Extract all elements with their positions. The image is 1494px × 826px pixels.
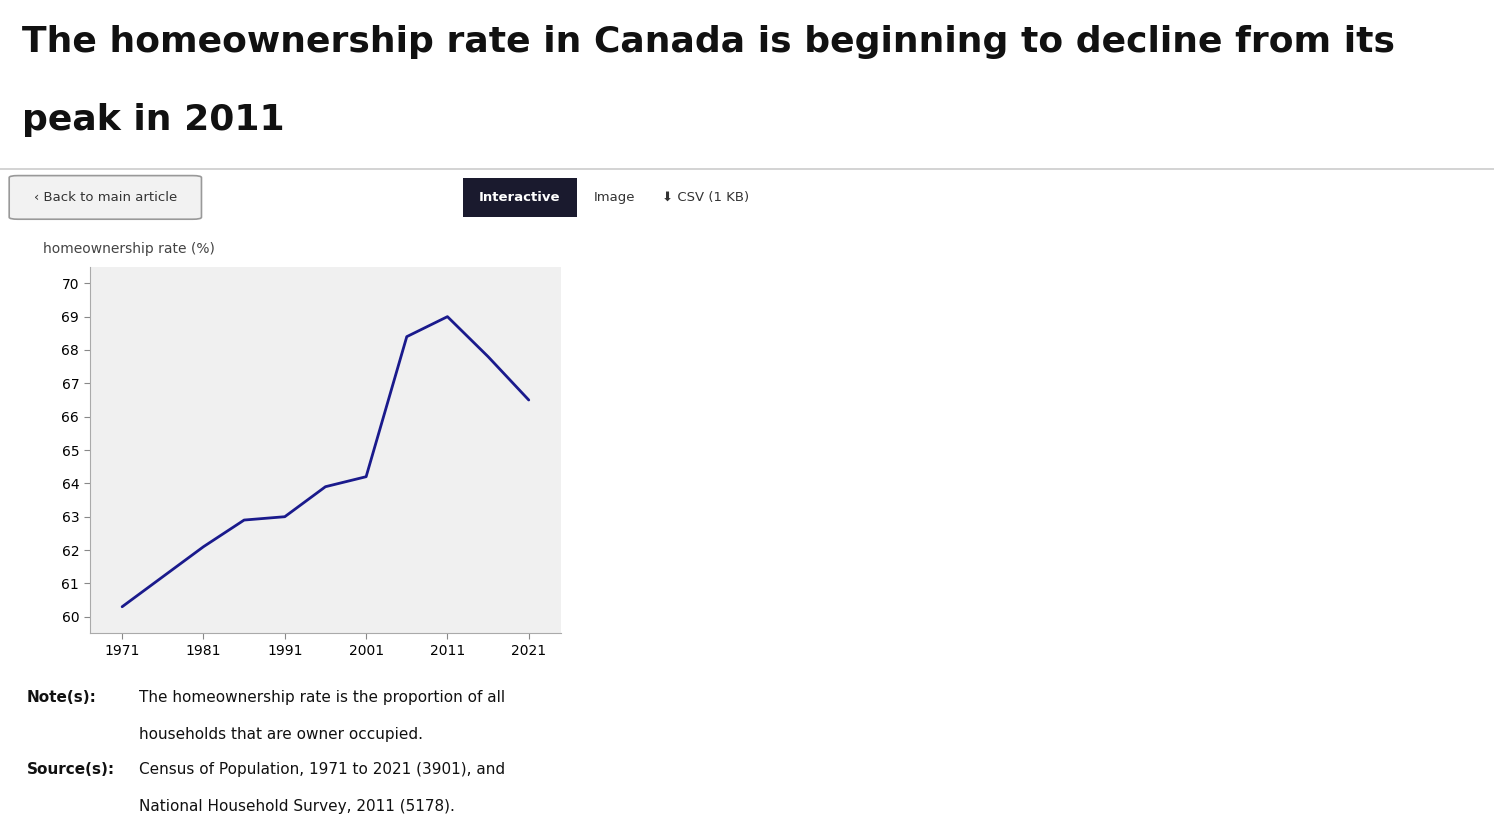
- Text: Interactive: Interactive: [480, 191, 560, 204]
- Text: The homeownership rate is the proportion of all: The homeownership rate is the proportion…: [139, 690, 505, 705]
- Text: homeownership rate (%): homeownership rate (%): [43, 242, 215, 256]
- Text: peak in 2011: peak in 2011: [22, 103, 285, 137]
- Text: households that are owner occupied.: households that are owner occupied.: [139, 727, 423, 742]
- Text: Source(s):: Source(s):: [27, 762, 115, 776]
- Text: ‹ Back to main article: ‹ Back to main article: [34, 191, 176, 204]
- FancyBboxPatch shape: [9, 176, 202, 219]
- Text: Image: Image: [595, 191, 635, 204]
- Text: National Household Survey, 2011 (5178).: National Household Survey, 2011 (5178).: [139, 799, 454, 814]
- Text: The homeownership rate in Canada is beginning to decline from its: The homeownership rate in Canada is begi…: [22, 25, 1395, 59]
- Text: Census of Population, 1971 to 2021 (3901), and: Census of Population, 1971 to 2021 (3901…: [139, 762, 505, 776]
- Text: ⬇ CSV (1 KB): ⬇ CSV (1 KB): [662, 191, 748, 204]
- Text: Note(s):: Note(s):: [27, 690, 97, 705]
